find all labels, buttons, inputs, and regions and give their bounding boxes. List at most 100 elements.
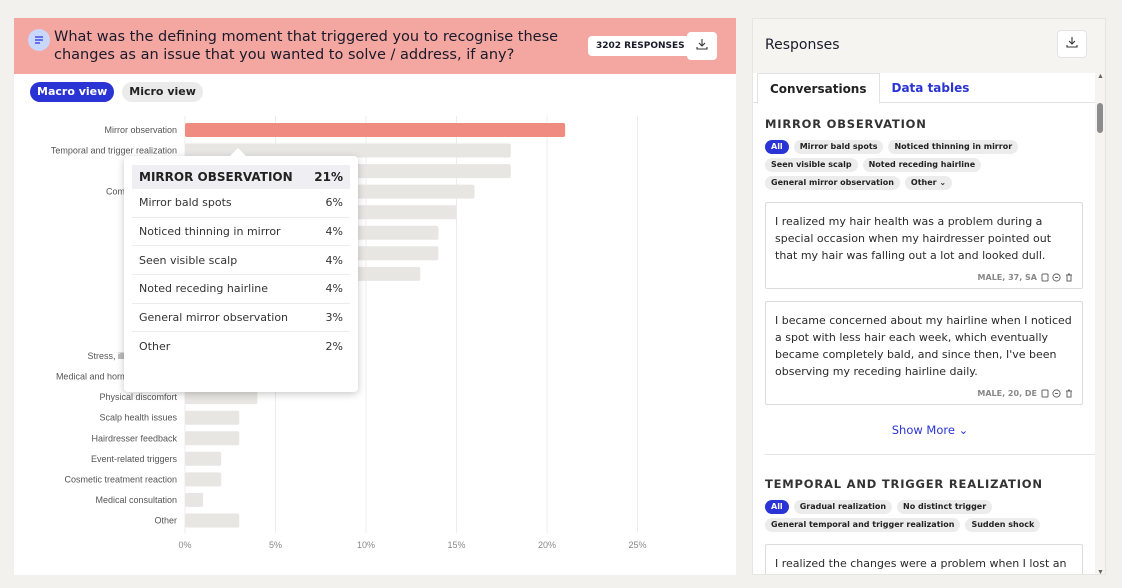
response-card: I became concerned about my hairline whe…: [765, 301, 1083, 405]
tooltip-row-label: Other: [139, 340, 171, 354]
macro-view-button[interactable]: Macro view: [30, 82, 115, 102]
category-label: Other: [154, 515, 177, 525]
tab-data-tables[interactable]: Data tables: [891, 81, 970, 95]
tooltip-row: Other 2%: [132, 332, 350, 361]
micro-view-button[interactable]: Micro view: [122, 82, 203, 102]
responses-count-badge: 3202 RESPONSES: [588, 36, 693, 56]
filter-chip[interactable]: No distinct trigger: [897, 500, 993, 514]
filter-chip[interactable]: Sudden shock: [965, 518, 1041, 532]
responses-panel: Responses Conversations Data tables MIRR…: [752, 18, 1106, 575]
tooltip-row-percent: 4%: [325, 225, 343, 239]
bar[interactable]: [185, 472, 222, 487]
filter-chip[interactable]: Noted receding hairline: [862, 158, 982, 172]
text-lines-icon: [28, 29, 50, 51]
view-toggle: Macro view Micro view: [30, 82, 203, 102]
bar[interactable]: [185, 390, 258, 405]
bar[interactable]: [185, 513, 240, 528]
tooltip-row-percent: 4%: [325, 282, 343, 296]
x-tick-label: 25%: [628, 540, 646, 550]
bar[interactable]: [185, 123, 566, 137]
question-panel: What was the defining moment that trigge…: [14, 18, 736, 575]
bar[interactable]: [185, 431, 240, 446]
respondent-info: MALE, 20, DE: [977, 388, 1037, 398]
trash-icon[interactable]: [1064, 272, 1073, 282]
scroll-up-icon[interactable]: ▲: [1097, 73, 1104, 80]
trash-icon[interactable]: [1064, 388, 1073, 398]
x-tick-label: 20%: [538, 540, 556, 550]
download-icon: [696, 37, 708, 55]
tooltip-row-label: Seen visible scalp: [139, 253, 238, 267]
scroll-down-icon[interactable]: ▼: [1097, 569, 1104, 575]
response-card: I realized my hair health was a problem …: [765, 202, 1083, 289]
tooltip-row: Mirror bald spots 6%: [132, 189, 350, 218]
tooltip-row: Seen visible scalp 4%: [132, 246, 350, 276]
question-text: What was the defining moment that trigge…: [54, 29, 559, 63]
bar[interactable]: [185, 410, 240, 425]
section-title: MIRROR OBSERVATION: [765, 117, 927, 131]
category-label: Hairdresser feedback: [91, 433, 177, 443]
category-label: Scalp health issues: [99, 413, 177, 423]
category-label: Medical consultation: [95, 495, 177, 505]
tooltip-row-label: Mirror bald spots: [139, 196, 232, 210]
tooltip-title: MIRROR OBSERVATION: [139, 170, 293, 184]
category-label: Temporal and trigger realization: [51, 146, 177, 156]
response-card: I realized the changes were a problem wh…: [765, 544, 1083, 574]
tooltip-row: Noted receding hairline 4%: [132, 275, 350, 304]
tooltip-row-percent: 3%: [325, 311, 343, 325]
responses-scroll-area[interactable]: Conversations Data tables MIRROR OBSERVA…: [753, 73, 1095, 574]
copy-icon[interactable]: [1040, 272, 1049, 282]
x-tick-label: 0%: [178, 540, 191, 550]
scrollbar-thumb[interactable]: [1097, 103, 1103, 133]
chat-icon[interactable]: [1052, 388, 1061, 398]
download-responses-button[interactable]: [1057, 30, 1087, 58]
tooltip-row-percent: 4%: [325, 253, 343, 267]
responses-title: Responses: [765, 37, 840, 53]
bar[interactable]: [185, 492, 204, 507]
x-tick-label: 5%: [269, 540, 282, 550]
x-tick-label: 15%: [447, 540, 465, 550]
chevron-down-icon: ⌄: [958, 423, 969, 437]
respondent-info: MALE, 37, SA: [977, 272, 1037, 282]
filter-chip[interactable]: Seen visible scalp: [765, 158, 858, 172]
tooltip-row: Noticed thinning in mirror 4%: [132, 218, 350, 247]
question-header: What was the defining moment that trigge…: [14, 18, 736, 74]
filter-chip[interactable]: Gradual realization: [793, 500, 893, 514]
responses-scrollbar[interactable]: ▲ ▼: [1097, 73, 1105, 575]
response-text: I realized the changes were a problem wh…: [775, 557, 1067, 570]
chip-other-label: Other: [910, 178, 937, 187]
bar[interactable]: [185, 143, 511, 158]
response-section: MIRROR OBSERVATION All Mirror bald spots…: [753, 117, 1095, 455]
show-more-button[interactable]: Show More ⌄: [765, 423, 1095, 437]
response-meta: MALE, 20, DE: [775, 388, 1073, 398]
chip-all[interactable]: All: [765, 500, 789, 514]
responses-tabs: Conversations Data tables: [753, 73, 1095, 104]
bar[interactable]: [185, 451, 222, 466]
category-label: Cosmetic treatment reaction: [64, 474, 177, 484]
chip-all[interactable]: All: [765, 140, 789, 154]
tooltip-row-percent: 6%: [325, 196, 343, 210]
filter-chip[interactable]: Noticed thinning in mirror: [888, 140, 1019, 154]
filter-chip[interactable]: General temporal and trigger realization: [765, 518, 961, 532]
tooltip-row-percent: 2%: [325, 340, 343, 354]
download-icon: [1066, 35, 1078, 53]
tooltip-title-percent: 21%: [314, 170, 343, 184]
filter-chips: All Mirror bald spots Noticed thinning i…: [765, 140, 1075, 190]
filter-chip[interactable]: Mirror bald spots: [793, 140, 884, 154]
category-label: Event-related triggers: [91, 454, 178, 464]
response-meta: MALE, 37, SA: [775, 272, 1073, 282]
category-label: Medical and hormonal triggers: [56, 372, 178, 382]
response-text: I became concerned about my hairline whe…: [775, 314, 1072, 378]
bar-chart: 0% 5% 10% 15% 20% 25% Mirror observation Tempor…: [51, 116, 647, 550]
tab-conversations[interactable]: Conversations: [757, 73, 880, 104]
chip-other[interactable]: Other ⌄: [904, 176, 953, 190]
tooltip-row-label: Noticed thinning in mirror: [139, 225, 281, 239]
section-title: TEMPORAL AND TRIGGER REALIZATION: [765, 477, 1043, 491]
tooltip-row-label: Noted receding hairline: [139, 282, 269, 296]
category-label: Physical discomfort: [99, 392, 177, 402]
category-tooltip: MIRROR OBSERVATION 21% Mirror bald spots…: [124, 148, 358, 392]
chat-icon[interactable]: [1052, 272, 1061, 282]
filter-chip[interactable]: General mirror observation: [765, 176, 900, 190]
section-divider: [765, 437, 1095, 455]
download-chart-button[interactable]: [687, 32, 717, 60]
copy-icon[interactable]: [1040, 388, 1049, 398]
